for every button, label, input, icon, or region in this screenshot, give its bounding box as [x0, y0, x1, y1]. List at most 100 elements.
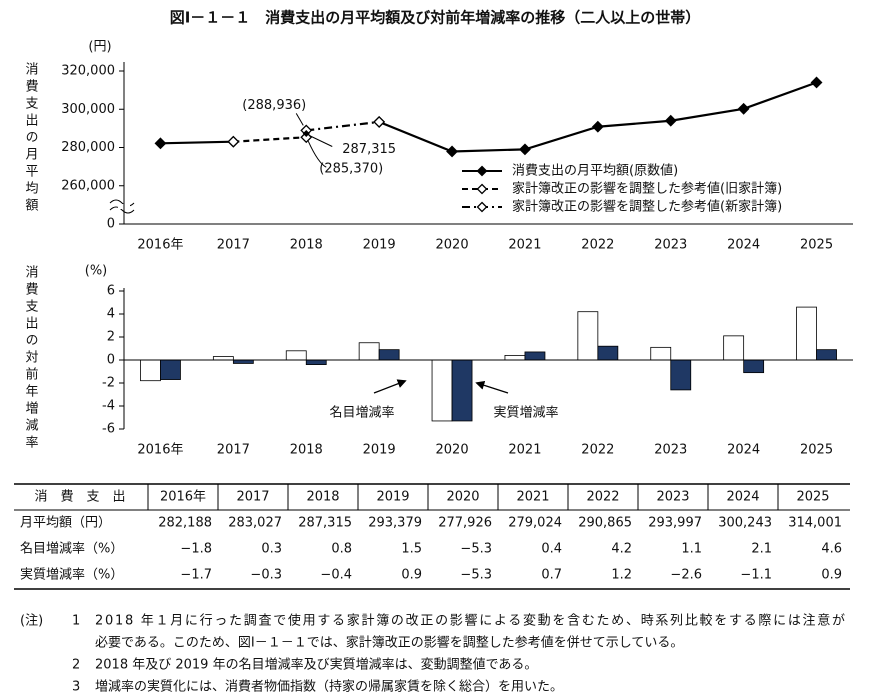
unit-label: (円): [88, 40, 111, 55]
table-cell: 283,027: [228, 516, 282, 531]
table-cell: −5.3: [460, 568, 492, 583]
annotation-label: 287,315: [342, 142, 396, 157]
table-header-cell: 消 費 支 出: [34, 490, 125, 505]
table-cell: −1.1: [740, 568, 772, 583]
note-text: 必要である。このため、図Ⅰ－１－１では、家計簿改正の影響を調整した参考値を併せて…: [95, 635, 683, 651]
bar: [212, 356, 234, 361]
bar: [140, 359, 161, 382]
table-cell: 290,865: [578, 516, 632, 531]
legend-marker: [476, 201, 488, 213]
series-line: [306, 120, 380, 132]
bar: [285, 350, 307, 361]
bar: [358, 342, 380, 361]
leader-line: [295, 113, 304, 126]
table-cell: 287,315: [298, 516, 352, 531]
x-tick-label: 2018: [290, 238, 323, 253]
y-axis-label: 消費支出の対前年増減率: [23, 265, 39, 452]
note-text: 2018 年及び 2019 年の名目増減率及び実質増減率は、変動調整値である。: [95, 657, 537, 673]
bar: [816, 349, 837, 361]
bar: [160, 359, 181, 380]
table-cell: −1.7: [180, 568, 212, 583]
leader-line: [307, 141, 327, 168]
x-tick-label: 2024: [727, 443, 760, 458]
point-marker: [810, 76, 823, 89]
table-cell: 実質増減率（%）: [20, 567, 123, 583]
table-cell: 0.7: [541, 568, 562, 583]
note-number: 3: [72, 680, 80, 693]
table-cell: 月平均額（円）: [20, 516, 111, 531]
x-tick-label: 2025: [800, 238, 833, 253]
point-marker: [154, 137, 167, 150]
table-cell: 293,997: [648, 516, 702, 531]
bar: [431, 359, 453, 422]
table-cell: 名目増減率（%）: [20, 541, 123, 557]
leader-line: [309, 135, 333, 147]
y-tick-label: 6: [107, 284, 115, 299]
legend-arrow: [475, 380, 509, 394]
table-header-cell: 2024: [726, 490, 759, 505]
y-tick-label: 260,000: [61, 178, 115, 193]
table-header-cell: 2018: [306, 490, 339, 505]
table-header-cell: 2022: [586, 490, 619, 505]
x-tick-label: 2019: [363, 238, 396, 253]
table: 消 費 支 出 2016年 2017 2018 2019 2020 2021 2022 2023…: [14, 483, 850, 590]
table-header-cell: 2017: [236, 490, 269, 505]
point-marker: [519, 143, 531, 156]
bar: [597, 345, 619, 361]
table-cell: 277,926: [438, 516, 492, 531]
y-tick-label: 4: [107, 307, 115, 322]
note-text: 増減率の実質化には、消費者物価指数（持家の帰属家賃を除く総合）を用いた。: [95, 679, 563, 693]
legend-label: 名目増減率: [329, 405, 394, 421]
x-tick-label: 2021: [508, 443, 541, 458]
table-cell: 0.9: [821, 568, 842, 583]
legend-label: 消費支出の月平均額(原数値): [512, 163, 678, 179]
table-header-cell: 2021: [516, 490, 549, 505]
x-tick-label: 2020: [436, 238, 469, 253]
x-tick-label: 2017: [217, 443, 250, 458]
table-cell: −0.3: [250, 568, 282, 583]
table-cell: 4.6: [821, 542, 842, 557]
y-tick-label: 300,000: [61, 102, 115, 117]
x-tick-label: 2019: [363, 443, 396, 458]
point-marker: [227, 135, 240, 148]
table-header-cell: 2016年: [160, 490, 206, 505]
table-cell: 282,188: [158, 516, 212, 531]
series-line: [233, 136, 307, 143]
x-tick-label: 2023: [654, 238, 687, 253]
x-tick-label: 2024: [727, 238, 760, 253]
bar: [743, 359, 765, 374]
table-cell: −2.6: [670, 568, 702, 583]
x-tick-label: 2016年: [137, 238, 183, 253]
bar: [670, 359, 692, 391]
note-label: (注): [20, 614, 43, 629]
bar: [723, 335, 745, 361]
x-tick-label: 2021: [508, 238, 541, 253]
note-number: 1: [72, 614, 80, 629]
table-header-cell: 2023: [656, 490, 689, 505]
y-tick-label: 0: [107, 217, 115, 232]
value-label: (288,936): [242, 98, 306, 113]
note-text: 2018 年１月に行った調査で使用する家計簿の改正の影響による変動を含むため、時…: [95, 613, 845, 629]
table-header-cell: 2019: [376, 490, 409, 505]
x-tick-label: 2025: [800, 443, 833, 458]
point-marker: [591, 120, 604, 133]
x-tick-label: 2016年: [137, 443, 183, 458]
legend-arrow: [373, 379, 407, 394]
x-tick-label: 2018: [290, 443, 323, 458]
x-tick-label: 2020: [436, 443, 469, 458]
figure-title: 図Ⅰ－１－１ 消費支出の月平均額及び対前年増減率の推移（二人以上の世帯）: [170, 9, 701, 27]
table-cell: 0.9: [401, 568, 422, 583]
unit-label: (%): [85, 264, 108, 279]
x-tick-label: 2023: [654, 443, 687, 458]
table-cell: 1.2: [611, 568, 632, 583]
table-cell: 0.8: [331, 542, 352, 557]
bar: [378, 349, 400, 361]
bar: [305, 359, 327, 365]
axis-break: [109, 199, 135, 214]
y-tick-label: 320,000: [61, 64, 115, 79]
table-cell: 293,379: [368, 516, 422, 531]
annotation-point: [302, 130, 310, 138]
x-tick-label: 2022: [581, 443, 614, 458]
